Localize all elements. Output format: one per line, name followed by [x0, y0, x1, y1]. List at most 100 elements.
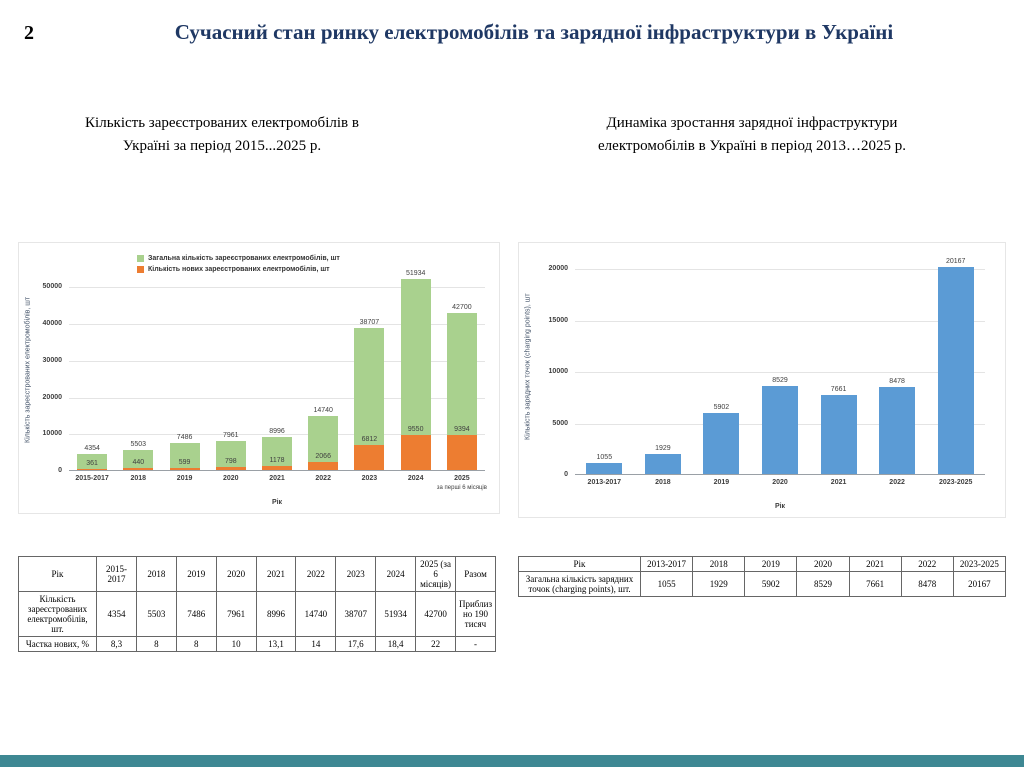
- y-tick-label: 50000: [42, 283, 62, 291]
- x-axis-label: Рік: [774, 503, 786, 510]
- legend-swatch: [137, 266, 144, 274]
- bar: [262, 437, 292, 470]
- table-row: Загальна кількість зарядних точок (charg…: [518, 571, 1007, 597]
- table-cell: 38707: [335, 591, 377, 637]
- x-tick-label: 2024: [407, 475, 424, 482]
- table-cell: 8478: [900, 571, 954, 597]
- table-cell: 14: [295, 636, 337, 652]
- bar-value-label: 5902: [713, 404, 730, 411]
- right-chart-subtitle: Динаміка зростання зарядної інфраструкту…: [598, 115, 906, 154]
- bar: [123, 468, 154, 470]
- table-header-cell: 2023-2025: [952, 556, 1007, 572]
- bar-value-label: 2066: [315, 453, 331, 460]
- bar-value-label: 4354: [84, 445, 100, 452]
- x-tick-label: 2019: [713, 479, 730, 486]
- ev-registrations-bar-chart: 4354 361 5503 440 7486 599 7961 798 8996 1178 1474…: [18, 242, 500, 514]
- table-cell: 22: [415, 636, 457, 652]
- gridline: [575, 320, 985, 322]
- x-tick-label: 2013-2017: [587, 479, 622, 486]
- table-header-row: Рік 2013-2017 2018 2019 2020 2021 2022 2023-202…: [518, 556, 1007, 572]
- bar-value-label: 1178: [269, 457, 285, 464]
- bar: [308, 462, 339, 470]
- table-cell: 1929: [692, 571, 746, 597]
- bar: [169, 468, 200, 470]
- table-row-label: Частка нових, %: [18, 636, 97, 652]
- y-tick-label: 0: [564, 471, 568, 478]
- x-tick-label: 2020: [223, 475, 239, 482]
- bar-value-label: 361: [86, 460, 98, 467]
- bar-value-label: 51934: [405, 270, 426, 277]
- y-tick-label: 10000: [548, 368, 568, 376]
- slide-number: 2: [24, 22, 34, 44]
- bar: [446, 435, 477, 470]
- bar-value-label: 20167: [945, 258, 966, 265]
- bar: [77, 454, 108, 470]
- bar: [354, 445, 385, 470]
- bar-value-label: 38707: [359, 319, 380, 326]
- table-cell: 8529: [796, 571, 850, 597]
- table-header-cell: 2018: [692, 556, 746, 572]
- bar: [400, 435, 431, 470]
- table-header-row: Рік 2015-2017 2018 2019 2020 2021 2022 2023 2024…: [18, 556, 496, 592]
- table-header-cell: 2018: [135, 556, 177, 592]
- bar: [937, 267, 974, 474]
- y-tick-label: 0: [58, 467, 62, 474]
- table-header-cell: Рік: [518, 556, 641, 572]
- bar-value-label: 440: [132, 459, 145, 466]
- bar-value-label: 1929: [655, 445, 671, 452]
- legend-label: Кількість нових зареєстрованих електромо…: [148, 265, 330, 273]
- bar-value-label: 8996: [269, 428, 285, 435]
- bar-value-label: 8478: [889, 378, 905, 385]
- table-cell: -: [455, 636, 496, 652]
- bar: [820, 395, 857, 474]
- bar-value-label: 6812: [361, 436, 378, 443]
- table-cell: 5503: [135, 591, 177, 637]
- bar: [308, 416, 339, 470]
- plot-area: 4354 361 5503 440 7486 599 7961 798 8996 1178 1474…: [69, 269, 485, 471]
- table-cell: 5902: [744, 571, 798, 597]
- table-cell: Приблизно 190 тисяч: [455, 591, 496, 637]
- bar: [703, 413, 740, 474]
- y-axis-label: Кількість зареєстрованих електромобілів,…: [24, 296, 32, 444]
- bar-value-label: 14740: [313, 407, 333, 414]
- bar: [169, 443, 200, 470]
- table-header-cell: 2020: [215, 556, 257, 592]
- table-row: Частка нових, % 8,3 8 8 10 13,1 14 17,6 18,4 22-: [18, 636, 496, 652]
- y-tick-label: 10000: [42, 430, 62, 438]
- gridline: [69, 324, 485, 326]
- table-cell: 1055: [639, 571, 694, 597]
- table-header-cell: 2015-2017: [96, 556, 137, 592]
- y-tick-label: 40000: [42, 320, 62, 328]
- plot-area: 1055 1929 5902 8529 7661 8478 20167: [575, 258, 985, 475]
- table-cell: 8996: [255, 591, 297, 637]
- charging-points-table: Рік 2013-2017 2018 2019 2020 2021 2022 2023-202…: [518, 556, 1007, 597]
- bar-value-label: 1055: [596, 454, 613, 461]
- table-cell: 18,4: [375, 636, 417, 652]
- bar: [762, 386, 798, 474]
- legend-swatch: [137, 255, 144, 263]
- gridline: [69, 360, 485, 362]
- gridline: [69, 434, 485, 436]
- bar-value-label: 798: [224, 458, 237, 465]
- table-cell: 4354: [96, 591, 137, 637]
- table-cell: 17,6: [335, 636, 377, 652]
- bar: [123, 450, 154, 470]
- table-cell: 20167: [952, 571, 1007, 597]
- table-cell: 42700: [415, 591, 457, 637]
- x-tick-label: 2021: [830, 479, 847, 486]
- bar: [644, 454, 681, 474]
- table-row-label: Кількість зареєстрованих електромобілів,…: [18, 591, 97, 637]
- bar-value-label: 9550: [407, 426, 424, 433]
- table-cell: 13,1: [255, 636, 297, 652]
- page-title: Сучасний стан ринку електромобілів та за…: [174, 20, 894, 44]
- y-tick-label: 20000: [42, 393, 62, 401]
- table-header-cell: Рік: [18, 556, 97, 592]
- y-tick-label: 20000: [548, 265, 568, 273]
- legend-entry: Кількість нових зареєстрованих електромо…: [137, 266, 340, 274]
- x-tick-label: 2018: [130, 475, 147, 482]
- x-tick-label: 2015-2017: [75, 475, 109, 482]
- table-header-cell: Разом: [455, 556, 496, 592]
- y-axis-label: Кількість зарядних точок (charging point…: [524, 293, 532, 441]
- table-header-cell: 2019: [175, 556, 217, 592]
